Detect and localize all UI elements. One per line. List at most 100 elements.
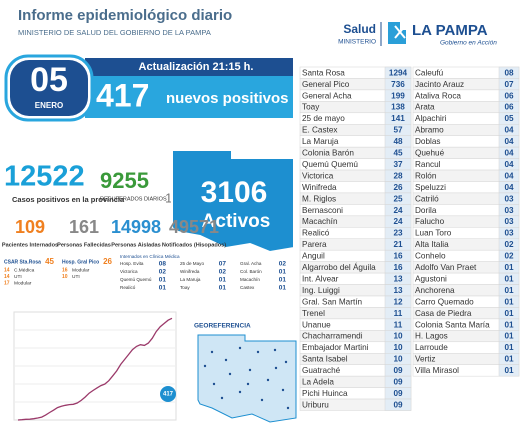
locality-name: Rolón — [415, 171, 437, 180]
locality-value: 16 — [393, 263, 403, 272]
locality-value: 04 — [504, 160, 514, 169]
total-value: 12522 — [4, 161, 85, 193]
logo-slogan: Gobierno en Acción — [440, 40, 497, 47]
locality-value: 09 — [393, 400, 403, 409]
update-time: Actualización 21:15 h. — [139, 61, 254, 73]
locality-name: Gral. San Martín — [302, 297, 363, 306]
locality-value: 10 — [393, 343, 403, 352]
locality-value: 03 — [504, 229, 514, 238]
locality-value: 736 — [391, 80, 405, 89]
update-bar — [85, 58, 293, 76]
georef-dot — [274, 366, 278, 370]
locality-name: Ing. Luiggi — [302, 286, 340, 295]
locality-value: 21 — [393, 240, 403, 249]
clinic-item-name: Winifreda — [180, 269, 200, 274]
locality-name: Uriburu — [302, 400, 329, 409]
stat-label: Personas Fallecidas — [57, 242, 111, 248]
logo-salud: Salud — [343, 22, 376, 36]
clinic-item-name: Hosp. Evita — [120, 261, 144, 266]
hospital-detail-name: C.Médica — [14, 267, 35, 273]
recovered-label: RECUPERADOS DIARIOS — [100, 196, 167, 202]
clinic-item-value: 01 — [219, 277, 227, 284]
locality-value: 01 — [504, 297, 514, 306]
locality-name: Int. Alvear — [302, 274, 339, 283]
georef-dot — [212, 382, 216, 386]
clinic-item-value: 01 — [279, 277, 287, 284]
georef-dot — [273, 348, 277, 352]
locality-value: 01 — [504, 263, 514, 272]
locality-value: 25 — [393, 194, 403, 203]
locality-name: Victorica — [302, 171, 334, 180]
locality-name: Catriló — [415, 194, 439, 203]
hospital-detail-name: UTI — [72, 274, 80, 280]
locality-name: Quehué — [415, 149, 445, 158]
locality-name: Colonia Santa María — [415, 320, 490, 329]
locality-value: 08 — [504, 68, 514, 77]
locality-name: Anguil — [302, 252, 325, 261]
logo-icon — [388, 22, 406, 44]
locality-name: La Maruja — [302, 137, 339, 146]
georef-dot — [228, 372, 232, 376]
locality-name: Winifreda — [302, 183, 337, 192]
locality-name: Doblas — [415, 137, 441, 146]
locality-name: Quemú Quemú — [302, 160, 358, 169]
georef-map — [197, 334, 297, 423]
hospital-value: 45 — [45, 257, 54, 266]
locality-name: Ataliva Roca — [415, 91, 461, 100]
locality-name: Anchorena — [415, 286, 455, 295]
clinic-item-value: 01 — [279, 269, 287, 276]
locality-value: 02 — [504, 240, 514, 249]
clinic-item-name: 25 de Mayo — [180, 261, 204, 266]
locality-value: 04 — [504, 183, 514, 192]
locality-value: 48 — [393, 137, 403, 146]
locality-value: 11 — [394, 309, 403, 318]
georef-dot — [248, 368, 252, 372]
locality-name: E. Castex — [302, 126, 338, 135]
active-value: 3106 — [201, 176, 268, 209]
locality-name: Bernasconi — [302, 206, 343, 215]
georef-dot — [210, 350, 214, 354]
locality-name: Santa Rosa — [302, 68, 345, 77]
hospital-detail-name: Modular — [14, 280, 32, 286]
logo-province: LA PAMPA — [412, 22, 488, 39]
hospital-name: Hosp. Gral Pico — [62, 259, 99, 265]
locality-value: 09 — [393, 366, 403, 375]
locality-value: 10 — [393, 355, 403, 364]
locality-name: Jacinto Arauz — [415, 80, 464, 89]
locality-name: Toay — [302, 103, 320, 112]
clinic-item-value: 01 — [219, 285, 227, 292]
stat-label: Personas Aisladas — [111, 242, 161, 248]
clinic-item-value: 02 — [219, 269, 227, 276]
clinic-item-name: Realicó — [120, 285, 136, 290]
locality-name: Agustoni — [415, 274, 447, 283]
locality-name: Arata — [415, 103, 435, 112]
locality-name: Casa de Piedra — [415, 309, 472, 318]
locality-value: 03 — [504, 194, 514, 203]
locality-value: 57 — [393, 126, 403, 135]
locality-name: Villa Mirasol — [415, 366, 459, 375]
locality-name: Embajador Martini — [302, 343, 369, 352]
new-cases-value: 417 — [96, 77, 149, 113]
georef-dot — [260, 398, 264, 402]
clinic-item-name: Gral. Acha — [240, 261, 262, 266]
hospital-value: 26 — [103, 257, 112, 266]
locality-value: 05 — [504, 114, 514, 123]
georef-dot — [284, 360, 288, 364]
recovered-value: 9255 — [100, 168, 149, 193]
logo-ministerio: MINISTERIO — [338, 39, 376, 46]
locality-name: Caleufú — [415, 68, 444, 77]
locality-value: 141 — [391, 114, 405, 123]
locality-value: 03 — [504, 217, 514, 226]
clinic-item-value: 02 — [159, 269, 167, 276]
clinic-item-name: Victorica — [120, 269, 138, 274]
locality-value: 24 — [393, 217, 403, 226]
clinic-item-value: 01 — [159, 285, 167, 292]
locality-value: 09 — [393, 389, 403, 398]
locality-value: 37 — [393, 160, 403, 169]
title: Informe epidemiológico diario — [18, 7, 232, 24]
locality-value: 07 — [504, 80, 514, 89]
locality-value: 04 — [504, 171, 514, 180]
locality-name: Falucho — [415, 217, 445, 226]
georef-dot — [281, 388, 285, 392]
locality-name: Algarrobo del Águila — [302, 262, 376, 272]
